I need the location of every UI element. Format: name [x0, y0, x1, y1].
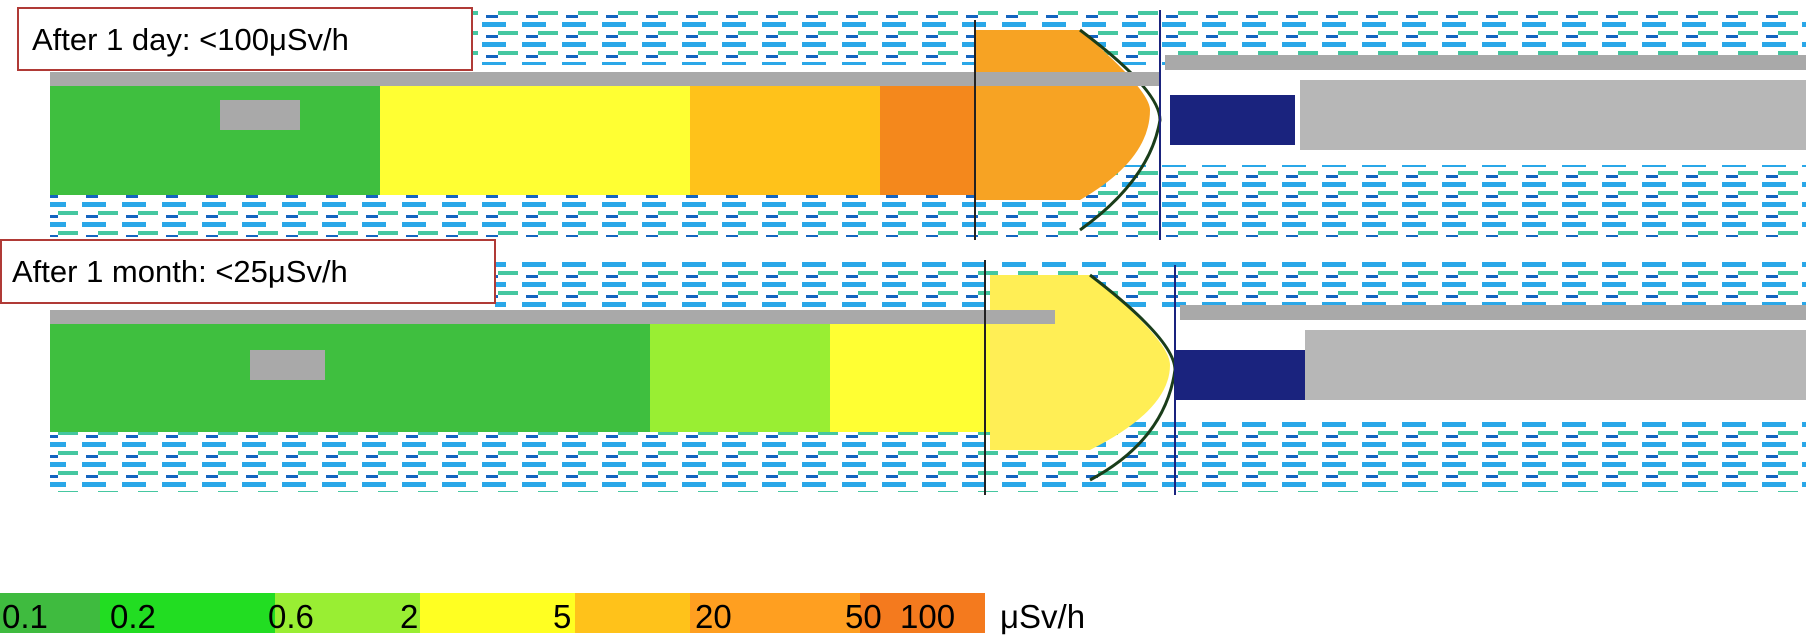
colorbar-segment	[575, 593, 690, 633]
panel-label: After 1 day: <100μSv/h	[32, 22, 349, 57]
colorbar-label: 20	[695, 598, 732, 635]
page: After 1 day: <100μSv/h After 1 month: <2…	[0, 0, 1806, 642]
figure: After 1 day: <100μSv/h After 1 month: <2…	[0, 0, 1806, 642]
colorbar-label: 100	[900, 598, 955, 635]
colorbar-label: 5	[553, 598, 571, 635]
colorbar: 0.1 0.2 0.6 2 5 20 50 100 μSv/h	[0, 593, 1085, 635]
panel-label: After 1 month: <25μSv/h	[12, 254, 348, 289]
colorbar-label: 2	[400, 598, 418, 635]
colorbar-segment	[420, 593, 575, 633]
colorbar-label: 0.1	[2, 598, 48, 635]
colorbar-label: 0.6	[268, 598, 314, 635]
colorbar-label: 50	[845, 598, 882, 635]
colorbar-label: 0.2	[110, 598, 156, 635]
colorbar-unit: μSv/h	[1000, 598, 1085, 635]
